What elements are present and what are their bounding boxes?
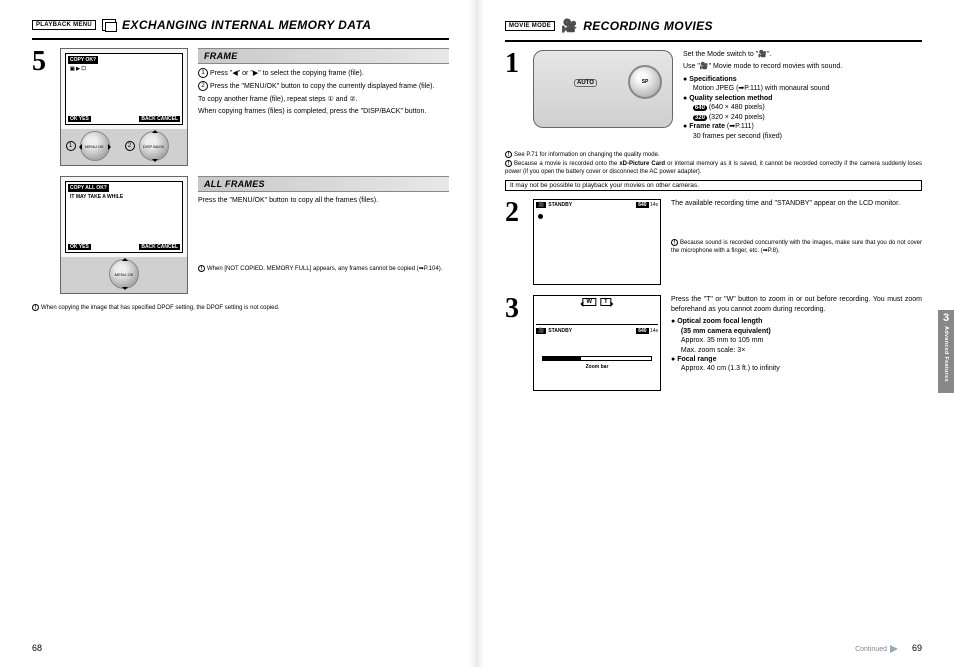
left-rule — [32, 38, 449, 40]
playback-warning-box: It may not be possible to playback your … — [505, 180, 922, 191]
nav-dial-ok: DISP BACK — [139, 131, 169, 161]
step-1-row: 1 AUTO SP Set the Mode switch to "🎥". Us… — [505, 50, 922, 141]
chapter-label: Advanced Features — [943, 326, 949, 382]
step-2-row: 2 🎥STANDBY 640 14s The available recordi… — [505, 199, 922, 285]
right-title: RECORDING MOVIES — [583, 19, 713, 33]
all-frames-row: 5 COPY ALL OK? IT MAY TAKE A WHILE OK YE… — [32, 176, 449, 294]
lcd1-yes: OK YES — [68, 116, 91, 122]
lcd-copy-all: COPY ALL OK? IT MAY TAKE A WHILE OK YES … — [60, 176, 188, 294]
lcd-zoom: W T 🎥STANDBY 640 14s Zoom bar — [533, 295, 661, 391]
right-rule — [505, 40, 922, 42]
caution-icon: ! — [671, 239, 678, 246]
zoom-tele-button: T — [600, 298, 612, 306]
camera-body-illustration: AUTO SP — [533, 50, 673, 128]
continued-indicator: Continued — [855, 645, 902, 653]
right-header: MOVIE MODE 🎥 RECORDING MOVIES — [505, 18, 922, 34]
step-1-number: 1 — [505, 50, 523, 141]
page-num-68: 68 — [32, 643, 42, 653]
copy-icon — [102, 19, 116, 31]
page-69: MOVIE MODE 🎥 RECORDING MOVIES 1 AUTO SP … — [477, 0, 954, 667]
step-2-number: 2 — [505, 199, 523, 285]
caution-icon: ! — [505, 151, 512, 158]
note-dpof: !When copying the image that has specifi… — [32, 304, 449, 313]
lcd2-line2: IT MAY TAKE A WHILE — [70, 194, 182, 200]
caution-icon: ! — [505, 160, 512, 167]
page-68: PLAYBACK MENU EXCHANGING INTERNAL MEMORY… — [0, 0, 477, 667]
step-3-row: 3 W T 🎥STANDBY 640 14s Zoom bar Press th… — [505, 295, 922, 391]
lcd2-yes: OK YES — [68, 244, 91, 250]
chapter-number: 3 — [938, 312, 954, 324]
lcd1-cancel: BACK CANCEL — [139, 116, 180, 122]
lcd-copy-ok: COPY OK? ▣ ▶ ☐ OK YES BACK CANCEL 1 MENU… — [60, 48, 188, 166]
movie-badge-icon: 🎥 — [536, 202, 546, 208]
lcd2-topbar: COPY ALL OK? — [68, 184, 109, 192]
movie-mode-tag: MOVIE MODE — [505, 21, 555, 31]
all-frames-figure: COPY ALL OK? IT MAY TAKE A WHILE OK YES … — [60, 176, 188, 294]
step-2-text: The available recording time and "STANDB… — [671, 199, 922, 285]
step-3-text: Press the "T" or "W" button to zoom in o… — [671, 295, 922, 391]
note-memory-full: When [NOT COPIED. MEMORY FULL] appears, … — [207, 266, 442, 272]
caution-icon: ! — [32, 304, 39, 311]
step-5-number: 5 — [32, 48, 50, 166]
zoom-wide-button: W — [582, 298, 596, 306]
step-5-row: 5 COPY OK? ▣ ▶ ☐ OK YES BACK CANCEL 1 — [32, 48, 449, 166]
mode-dial: SP — [628, 65, 662, 99]
playback-menu-tag: PLAYBACK MENU — [32, 20, 96, 30]
page-num-69: 69 — [912, 643, 922, 653]
lcd1-topbar: COPY OK? — [68, 56, 98, 64]
lcd2-cancel: BACK CANCEL — [139, 244, 180, 250]
frame-text: FRAME 1Press "◀" or "▶" to select the co… — [198, 48, 449, 166]
movie-camera-icon: 🎥 — [561, 18, 577, 34]
lcd1-line2: ▣ ▶ ☐ — [70, 66, 182, 72]
auto-badge: AUTO — [574, 79, 597, 87]
rec-dot-icon — [538, 214, 543, 219]
manual-spread: PLAYBACK MENU EXCHANGING INTERNAL MEMORY… — [0, 0, 954, 667]
all-frames-heading: ALL FRAMES — [198, 176, 449, 192]
step-5-figure: COPY OK? ▣ ▶ ☐ OK YES BACK CANCEL 1 MENU… — [60, 48, 188, 166]
chapter-tab: 3 Advanced Features — [938, 310, 954, 393]
movie-badge-icon: 🎥 — [536, 328, 546, 334]
step-1-text: Set the Mode switch to "🎥". Use "🎥" Movi… — [683, 50, 922, 141]
left-title: EXCHANGING INTERNAL MEMORY DATA — [122, 18, 371, 32]
zoom-bar-indicator — [542, 356, 652, 361]
nav-dial-ok-2: MENU OK — [109, 259, 139, 289]
left-header: PLAYBACK MENU EXCHANGING INTERNAL MEMORY… — [32, 18, 449, 32]
nav-dial-lr: MENU OK — [80, 131, 110, 161]
all-frames-text: ALL FRAMES Press the "MENU/OK" button to… — [198, 176, 449, 294]
zoom-bar-label: Zoom bar — [586, 364, 609, 370]
frame-heading: FRAME — [198, 48, 449, 64]
lcd-standby: 🎥STANDBY 640 14s — [533, 199, 661, 285]
caution-icon: ! — [198, 265, 205, 272]
step-3-number: 3 — [505, 295, 523, 391]
notes-block-a: !See P.71 for information on changing th… — [505, 151, 922, 176]
